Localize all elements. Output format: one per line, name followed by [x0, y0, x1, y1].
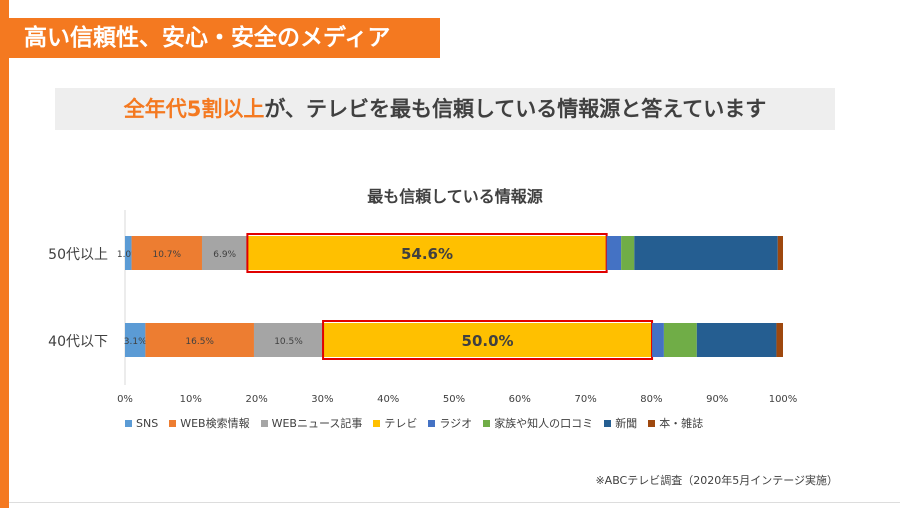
accent-sidebar-stripe: [0, 0, 9, 508]
legend-item: SNS: [125, 417, 158, 430]
x-tick-label: 80%: [640, 394, 662, 405]
data-label: 6.9%: [213, 250, 236, 260]
x-tick-label: 100%: [769, 394, 798, 405]
footer-divider: [9, 502, 900, 503]
legend-label: テレビ: [384, 417, 418, 430]
chart-legend: SNS WEB検索情報 WEBニュース記事 テレビ ラジオ 家族や知人の口コミ 新聞 本・雑誌: [125, 414, 714, 432]
legend-swatch: [169, 419, 177, 427]
category-label: 40代以下: [48, 334, 108, 350]
x-tick-label: 70%: [574, 394, 596, 405]
x-tick-label: 20%: [245, 394, 267, 405]
x-tick-label: 30%: [311, 394, 333, 405]
x-tick-label: 60%: [509, 394, 531, 405]
legend-swatch: [125, 419, 132, 427]
bar-segment: [777, 236, 783, 270]
bar-segment: [201, 236, 248, 270]
legend-item: 新聞: [604, 415, 637, 431]
x-tick-label: 40%: [377, 394, 399, 405]
bar-segment: [621, 236, 635, 270]
bar-segment: [663, 323, 697, 357]
bar-segment: [253, 323, 324, 357]
headline-highlight: 全年代5割以上: [123, 97, 265, 121]
source-note: ※ABCテレビ調査（2020年5月インテージ実施）: [595, 474, 838, 487]
chart-title: 最も信頼している情報源: [367, 187, 543, 206]
category-label: 50代以上: [48, 247, 108, 263]
page-title: 高い信頼性、安心・安全のメディア: [0, 18, 440, 58]
legend-item: WEB検索情報: [169, 415, 250, 431]
bar-segment: [776, 323, 783, 357]
bar-segment: [125, 236, 132, 270]
x-tick-label: 10%: [180, 394, 202, 405]
legend-swatch: [428, 419, 436, 427]
legend-label: SNS: [136, 416, 159, 430]
data-label: 50.0%: [462, 332, 514, 350]
stacked-bar-chart: 50代以上 1.0% 10.7% 6.9% 54.6% 40代以下 3.1% 16.5% 10.…: [48, 210, 798, 405]
legend-swatch: [648, 419, 656, 427]
legend-swatch: [260, 419, 268, 427]
headline-box: 全年代5割以上が、テレビを最も信頼している情報源と答えています: [55, 88, 835, 130]
data-label: 54.6%: [401, 245, 453, 263]
legend-item: 家族や知人の口コミ: [483, 415, 593, 431]
legend-swatch: [373, 419, 381, 427]
data-label: 1.0%: [117, 250, 140, 260]
bar-segment: [634, 236, 778, 270]
data-label: 16.5%: [185, 337, 214, 347]
data-label: 3.1%: [124, 337, 147, 347]
legend-item: WEBニュース記事: [260, 415, 363, 431]
bar-segment: [696, 323, 777, 357]
legend-item: 本・雑誌: [648, 415, 703, 431]
headline-text: が、テレビを最も信頼している情報源と答えています: [264, 97, 767, 121]
bar-segment: [131, 236, 202, 270]
legend-item: ラジオ: [428, 415, 472, 431]
bar-segment: [323, 323, 653, 357]
legend-label: 家族や知人の口コミ: [494, 417, 594, 430]
legend-label: WEBニュース記事: [271, 417, 363, 430]
x-tick-label: 50%: [443, 394, 465, 405]
x-tick-label: 0%: [117, 394, 133, 405]
legend-item: テレビ: [373, 415, 417, 431]
bar-segment: [125, 323, 146, 357]
legend-label: WEB検索情報: [180, 417, 250, 430]
data-label: 10.7%: [152, 250, 181, 260]
data-label: 10.5%: [274, 337, 303, 347]
legend-label: 本・雑誌: [659, 417, 704, 430]
bar-segment: [145, 323, 254, 357]
legend-label: ラジオ: [439, 417, 473, 430]
legend-label: 新聞: [615, 417, 638, 430]
bar-segment: [247, 236, 607, 270]
legend-swatch: [483, 419, 491, 427]
legend-swatch: [604, 419, 612, 427]
x-tick-label: 90%: [706, 394, 728, 405]
bar-segment: [652, 323, 664, 357]
bar-segment: [606, 236, 622, 270]
